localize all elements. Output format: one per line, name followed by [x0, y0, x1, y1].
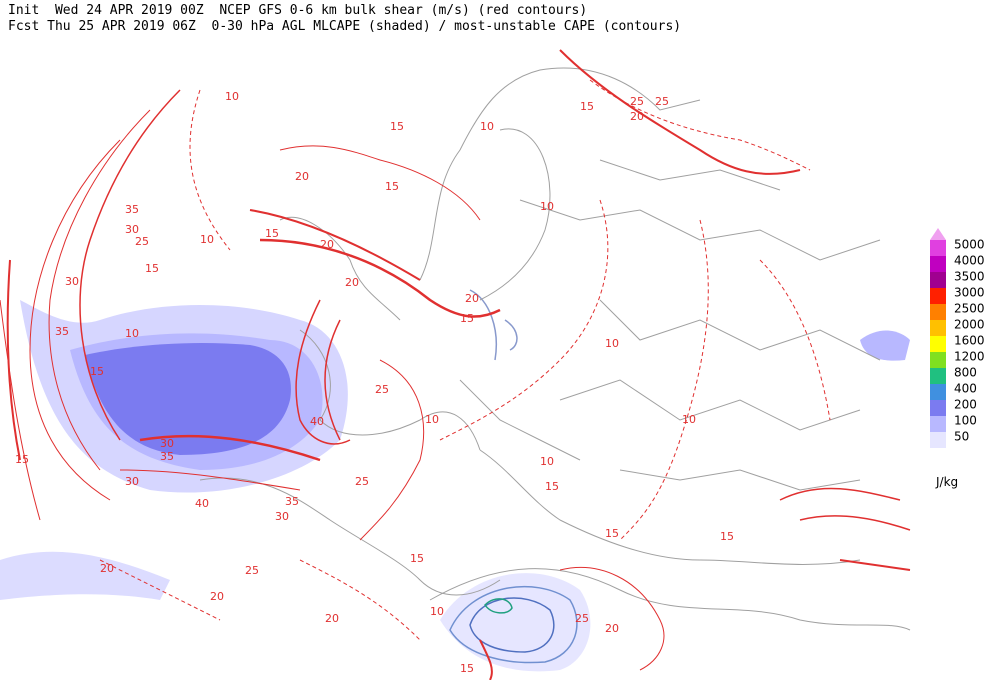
- contour-label: 10: [540, 455, 554, 468]
- contour-label: 10: [425, 413, 439, 426]
- contour-label: 30: [275, 510, 289, 523]
- contour-label: 40: [195, 497, 209, 510]
- legend-label: 3500: [954, 270, 985, 284]
- legend-swatch: [930, 288, 946, 304]
- contour-label: 15: [580, 100, 594, 113]
- legend-swatch: [930, 240, 946, 256]
- header-line: Fcst Thu 25 APR 2019 06Z 0-30 hPa AGL ML…: [8, 19, 681, 34]
- contour-label: 15: [390, 120, 404, 133]
- contour-label: 20: [210, 590, 224, 603]
- legend-swatch: [930, 320, 946, 336]
- contour-label: 15: [90, 365, 104, 378]
- contour-label: 20: [325, 612, 339, 625]
- legend: 5000 4000 3500 3000 2500 2000 1600 1200 800 400 20…: [930, 228, 985, 489]
- contour-label: 10: [430, 605, 444, 618]
- contour-label: 10: [480, 120, 494, 133]
- contour-label: 10: [605, 337, 619, 350]
- contour-label: 35: [160, 450, 174, 463]
- contour-label: 30: [65, 275, 79, 288]
- contour-label: 25: [630, 95, 644, 108]
- legend-arrow: [930, 228, 946, 240]
- contour-label: 15: [545, 480, 559, 493]
- contour-label: 25: [655, 95, 669, 108]
- legend-swatch: [930, 256, 946, 272]
- legend-swatch: [930, 272, 946, 288]
- legend-swatch: [930, 432, 946, 448]
- legend-label: 400: [954, 382, 977, 396]
- contour-label: 35: [55, 325, 69, 338]
- contour-label: 20: [295, 170, 309, 183]
- legend-label: 800: [954, 366, 977, 380]
- legend-label: 5000: [954, 238, 985, 252]
- contour-label: 20: [465, 292, 479, 305]
- contour-label: 15: [605, 527, 619, 540]
- contour-label: 15: [145, 262, 159, 275]
- contour-label: 15: [720, 530, 734, 543]
- contour-label: 25: [375, 383, 389, 396]
- contour-label: 15: [385, 180, 399, 193]
- header-line: Init Wed 24 APR 2019 00Z NCEP GFS 0-6 km…: [8, 3, 587, 18]
- contour-label: 20: [100, 562, 114, 575]
- cape-contours: [449, 289, 578, 664]
- legend-label: 3000: [954, 286, 985, 300]
- contour-label: 25: [575, 612, 589, 625]
- legend-swatch: [930, 400, 946, 416]
- legend-label: 100: [954, 414, 977, 428]
- legend-label: 50: [954, 430, 969, 444]
- legend-swatch: [930, 352, 946, 368]
- contour-label: 10: [125, 327, 139, 340]
- legend-label: 2500: [954, 302, 985, 316]
- contour-label: 15: [460, 312, 474, 325]
- contour-label: 25: [355, 475, 369, 488]
- contour-label: 20: [345, 276, 359, 289]
- contour-label: 35: [125, 203, 139, 216]
- contour-label: 20: [320, 238, 334, 251]
- contour-label: 15: [410, 552, 424, 565]
- legend-label: 200: [954, 398, 977, 412]
- contour-label: 40: [310, 415, 324, 428]
- legend-label: 2000: [954, 318, 985, 332]
- shear-contours: [0, 49, 911, 680]
- contour-label: 30: [160, 437, 174, 450]
- contour-label: 25: [135, 235, 149, 248]
- contour-label: 10: [540, 200, 554, 213]
- legend-swatch: [930, 304, 946, 320]
- header: Init Wed 24 APR 2019 00Z NCEP GFS 0-6 km…: [8, 3, 681, 34]
- contour-label: 20: [630, 110, 644, 123]
- contour-label: 25: [245, 564, 259, 577]
- legend-label: 1200: [954, 350, 985, 364]
- contour-label: 30: [125, 475, 139, 488]
- legend-label: 4000: [954, 254, 985, 268]
- contour-label: 10: [682, 413, 696, 426]
- contour-label: 15: [265, 227, 279, 240]
- legend-swatch: [930, 384, 946, 400]
- contour-label: 10: [225, 90, 239, 103]
- coastlines: [199, 67, 911, 631]
- legend-label: 1600: [954, 334, 985, 348]
- contour-label: 15: [460, 662, 474, 675]
- contour-label: 15: [15, 453, 29, 466]
- cape-shading: [0, 300, 910, 672]
- contour-label: 35: [285, 495, 299, 508]
- contour-label: 30: [125, 223, 139, 236]
- legend-swatch: [930, 336, 946, 352]
- legend-unit: J/kg: [935, 475, 958, 489]
- contour-label: 10: [200, 233, 214, 246]
- contour-label: 20: [605, 622, 619, 635]
- legend-swatch: [930, 368, 946, 384]
- legend-swatch: [930, 416, 946, 432]
